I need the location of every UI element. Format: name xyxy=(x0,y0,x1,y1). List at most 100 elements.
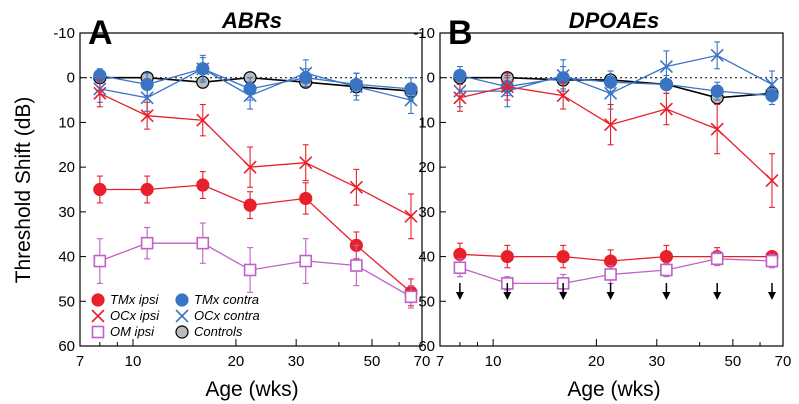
panel-b-om-ipsi-point xyxy=(660,263,673,277)
legend-marker-controls xyxy=(175,325,189,339)
panel-b-down-arrow xyxy=(662,283,671,300)
panel-a-ocx-contra-point-stroke-b xyxy=(196,62,210,76)
arrow-head xyxy=(559,292,568,300)
panel-b-ocx-contra-point-stroke-b xyxy=(765,77,779,91)
panel-b-ocx-contra-point xyxy=(659,59,673,74)
panel-a-x-tick-label: 70 xyxy=(414,353,431,370)
panel-b-ocx-contra-point xyxy=(556,68,570,83)
panel-b-ocx-ipsi-point xyxy=(765,173,779,188)
panel-b-ocx-ipsi-point xyxy=(659,102,673,116)
panel-a-ocx-contra-point xyxy=(349,80,363,94)
panel-a-om-ipsi-series xyxy=(93,222,418,309)
panel-b-ocx-contra-point-stroke-b xyxy=(710,48,724,62)
panel-b-ocx-ipsi-point-stroke-b xyxy=(453,91,467,105)
panel-b-tmx-ipsi-series xyxy=(453,242,779,273)
panel-a-y-tick-label: 30 xyxy=(58,204,75,221)
arrow-head xyxy=(455,292,464,300)
panel-b-title: DPOAEs xyxy=(569,8,659,33)
panel-b-x-tick-label: 7 xyxy=(436,353,444,370)
panel-b-ocx-ipsi-point-stroke-b xyxy=(659,102,673,116)
panel-a-ocx-ipsi-series xyxy=(93,79,418,240)
legend-marker-ocx-contra xyxy=(175,309,189,323)
panel-b-tmx-ipsi-point xyxy=(500,249,514,264)
panel-b-ocx-ipsi-point xyxy=(710,122,724,136)
panel-a-y-tick-label: 40 xyxy=(58,249,75,266)
panel-a-x-tick-label: 10 xyxy=(125,353,142,370)
panel-b-ocx-ipsi-point xyxy=(500,80,514,94)
panel-b-ocx-ipsi-point xyxy=(453,91,467,105)
panel-b-tmx-ipsi-point xyxy=(659,249,673,264)
panel-a-y-tick-label: 10 xyxy=(58,114,75,131)
panel-b-y-tick-label: 0 xyxy=(427,70,435,87)
panel-a-ocx-contra-point xyxy=(196,62,210,76)
panel-a-y-axis-label: Threshold Shift (dB) xyxy=(12,97,35,284)
panel-b-ocx-contra-point-stroke-b xyxy=(659,59,673,74)
legend-label-ocx-ipsi: OCx ipsi xyxy=(110,308,160,323)
arrow-head xyxy=(713,292,722,300)
legend-marker-tmx-ipsi-glyph xyxy=(91,293,105,307)
panel-a-x-tick-label: 30 xyxy=(288,353,305,370)
panel-a-om-ipsi-point xyxy=(350,259,363,272)
panel-a-tmx-ipsi-point xyxy=(243,198,257,212)
panel-a-ocx-ipsi-point-stroke-b xyxy=(349,180,363,194)
panel-a-ocx-contra-point-stroke-b xyxy=(140,91,154,105)
panel-b-ocx-contra-point-stroke-b xyxy=(604,86,618,100)
panel-b-y-tick-label: 60 xyxy=(418,338,435,355)
panel-a-ocx-contra-point xyxy=(243,89,257,103)
panel-a-plot: -10 0 10 20 30 40 50 607 10 20 30 50 70 xyxy=(53,25,430,370)
panel-b-tmx-contra-point xyxy=(710,84,724,98)
panel-b-letter: B xyxy=(448,14,473,52)
panel-b-om-ipsi-point xyxy=(765,254,779,268)
panel-a-ocx-ipsi-point xyxy=(140,109,154,123)
legend-marker-ocx-ipsi xyxy=(91,309,105,323)
panel-a-ocx-contra-point-stroke-b xyxy=(404,93,418,107)
panel-b-x-tick-label: 70 xyxy=(775,353,792,370)
panel-a-y-tick-label: 0 xyxy=(67,70,75,87)
panel-a-y-tick-label: -10 xyxy=(53,25,75,42)
panel-a: -10 0 10 20 30 40 50 607 10 20 30 50 70 A ABRs Age (… xyxy=(12,8,430,401)
panel-b-frame xyxy=(439,32,784,347)
panel-a-tmx-ipsi-point xyxy=(299,191,313,206)
panel-b-om-ipsi-point xyxy=(710,252,724,266)
panel-a-x-tick-label: 7 xyxy=(76,353,84,370)
legend-marker-ocx-contra-glyph-stroke-b xyxy=(175,309,189,323)
legend-marker-tmx-ipsi xyxy=(91,293,105,307)
panel-b-x-axis-label: Age (wks) xyxy=(567,378,660,401)
panel-b-x-tick-label: 50 xyxy=(725,353,742,370)
panel-b-ocx-ipsi-point-stroke-b xyxy=(604,118,618,132)
panel-a-ocx-ipsi-line xyxy=(99,92,412,217)
legend-marker-ocx-ipsi-glyph xyxy=(91,309,105,323)
panel-a-x-tick-label: 20 xyxy=(228,353,245,370)
legend-marker-ocx-contra-glyph xyxy=(175,309,189,323)
panel-a-om-ipsi-point xyxy=(93,254,107,268)
panel-a-ocx-contra-point xyxy=(299,66,313,80)
panel-b-y-tick-label: 40 xyxy=(418,249,435,266)
panel-a-om-ipsi-point xyxy=(243,263,257,277)
panel-b-ocx-contra-point xyxy=(604,86,618,100)
panel-b-down-arrow xyxy=(455,283,464,300)
legend-marker-tmx-contra xyxy=(175,293,189,307)
panel-b-y-tick-label: 20 xyxy=(418,159,435,176)
panel-b-y-tick-label: 10 xyxy=(418,114,435,131)
panel-a-ocx-ipsi-point-stroke-b xyxy=(299,156,313,170)
panel-a-x-axis-label: Age (wks) xyxy=(205,378,298,401)
legend-marker-tmx-contra-glyph xyxy=(175,293,189,307)
panel-b-ocx-ipsi-point-stroke-b xyxy=(765,173,779,188)
legend-marker-ocx-ipsi-glyph-stroke-b xyxy=(91,309,105,323)
panel-b-ocx-ipsi-point xyxy=(604,118,618,132)
panel-a-title: ABRs xyxy=(221,8,282,33)
panel-b-down-arrow xyxy=(767,283,776,300)
panel-b-ocx-ipsi-point-stroke-b xyxy=(500,80,514,94)
panel-a-y-tick-label: 60 xyxy=(58,338,75,355)
panel-a-letter: A xyxy=(88,14,113,52)
arrow-head xyxy=(767,292,776,300)
arrow-head xyxy=(503,292,512,300)
panel-a-om-ipsi-point xyxy=(404,290,418,304)
panel-b-ocx-contra-point xyxy=(710,48,724,62)
legend-marker-om-ipsi xyxy=(91,325,105,339)
panel-b-plot: -10 0 10 20 30 40 50 607 10 20 30 50 70 xyxy=(413,25,791,370)
panel-a-ocx-ipsi-point xyxy=(349,180,363,194)
panel-b-om-ipsi-point xyxy=(604,268,617,281)
legend-marker-om-ipsi-glyph xyxy=(91,325,105,339)
panel-a-tmx-ipsi-point xyxy=(140,182,154,197)
